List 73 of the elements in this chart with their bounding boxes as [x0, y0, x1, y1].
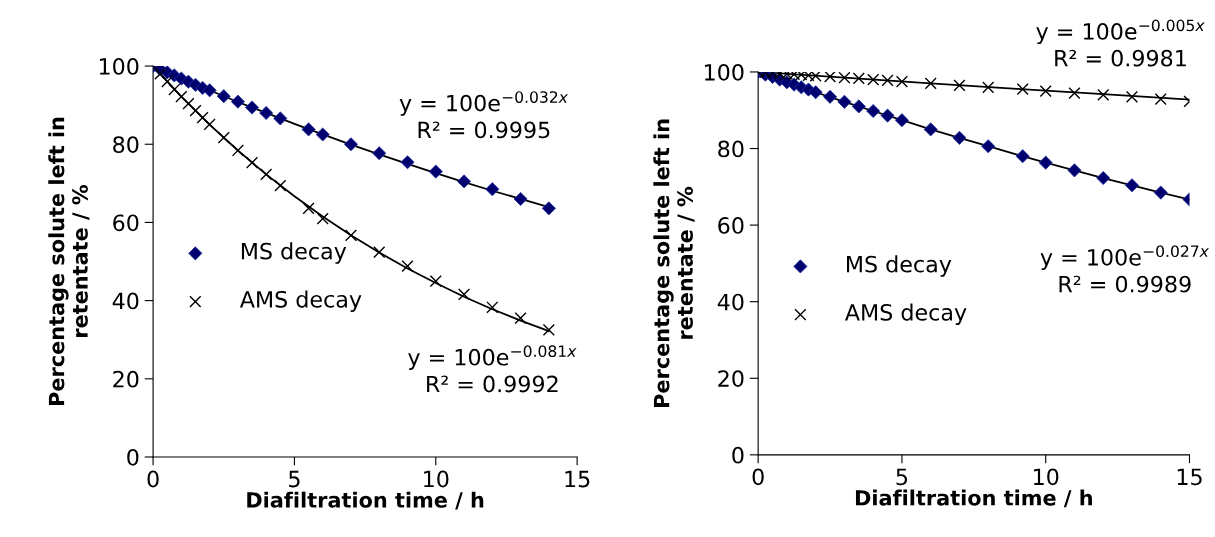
point: [1125, 90, 1139, 103]
point: [161, 75, 174, 88]
point: [429, 274, 442, 288]
x-axis-title: Diafiltration time / h: [855, 489, 1092, 508]
point: [486, 301, 499, 314]
point: [457, 288, 471, 301]
point: [260, 168, 273, 181]
y-tick-label: 40: [112, 292, 139, 310]
x-tick-label: 15: [1177, 468, 1202, 486]
x-tick-label: 5: [896, 468, 908, 486]
y-tick-label: 80: [718, 140, 744, 158]
x-tick-label: 10: [424, 470, 449, 488]
y-axis-title: Percentage solute left in retentate / %: [48, 117, 90, 406]
y-tick-label: 0: [127, 448, 139, 466]
point: [274, 179, 287, 192]
x-tick-label: 10: [1034, 468, 1059, 486]
point: [1016, 83, 1029, 96]
point: [1154, 93, 1167, 106]
point: [788, 71, 801, 81]
point: [809, 71, 822, 82]
annotation: y = 100e$^{−0.027x}$ R² = 0.9989: [1040, 245, 1209, 293]
point: [373, 246, 386, 259]
point: [1068, 86, 1081, 100]
point: [1039, 85, 1052, 98]
point: [867, 73, 880, 86]
x-tick-label: 0: [147, 470, 159, 488]
legend-label: AMS decay: [239, 290, 362, 312]
point: [795, 71, 808, 81]
point: [514, 312, 527, 325]
point: [802, 71, 815, 82]
point: [982, 81, 995, 94]
point: [189, 104, 202, 117]
x-tick-label: 15: [565, 470, 590, 488]
point: [852, 72, 865, 85]
point: [1097, 88, 1110, 102]
legend-label: MS decay: [241, 242, 347, 264]
legend-label: AMS decay: [845, 303, 967, 326]
point: [823, 71, 837, 83]
annotation: y = 100e$^{−0.081x}$ R² = 0.9992: [408, 345, 577, 393]
point: [542, 323, 555, 337]
x-tick-label: 0: [752, 468, 764, 486]
x-tick-label: 5: [289, 470, 300, 488]
point: [344, 229, 358, 242]
point: [302, 202, 315, 215]
y-tick-label: 100: [704, 63, 744, 81]
point: [175, 90, 188, 103]
point: [217, 131, 230, 144]
y-tick-label: 80: [113, 136, 139, 153]
point: [316, 212, 329, 225]
point: [838, 71, 851, 84]
point: [182, 97, 195, 110]
point: [881, 74, 894, 87]
y-tick-label: 0: [732, 446, 744, 464]
point: [196, 111, 209, 124]
y-tick-label: 60: [113, 214, 139, 232]
point: [924, 77, 937, 90]
y-tick-label: 60: [718, 217, 744, 234]
point: [168, 83, 181, 96]
point: [203, 118, 216, 131]
text: y = 100e$^{−0.005x}$ R² = 0.9981: [1036, 19, 1205, 67]
y-tick-label: 100: [99, 58, 139, 75]
y-tick-label: 40: [717, 293, 744, 311]
point: [895, 75, 909, 88]
y-tick-label: 20: [113, 370, 139, 388]
point: [231, 144, 244, 157]
point: [953, 79, 966, 92]
x-axis-title: Diafiltration time / h: [247, 491, 484, 510]
legend-label: MS decay: [847, 255, 952, 277]
y-tick-label: 20: [718, 370, 744, 388]
point: [401, 260, 414, 273]
y-axis-title: Percentage solute left in retentate / %: [653, 119, 695, 407]
point: [245, 156, 259, 169]
annotation: y = 100e$^{−0.032x}$ R² = 0.9995: [399, 91, 569, 139]
